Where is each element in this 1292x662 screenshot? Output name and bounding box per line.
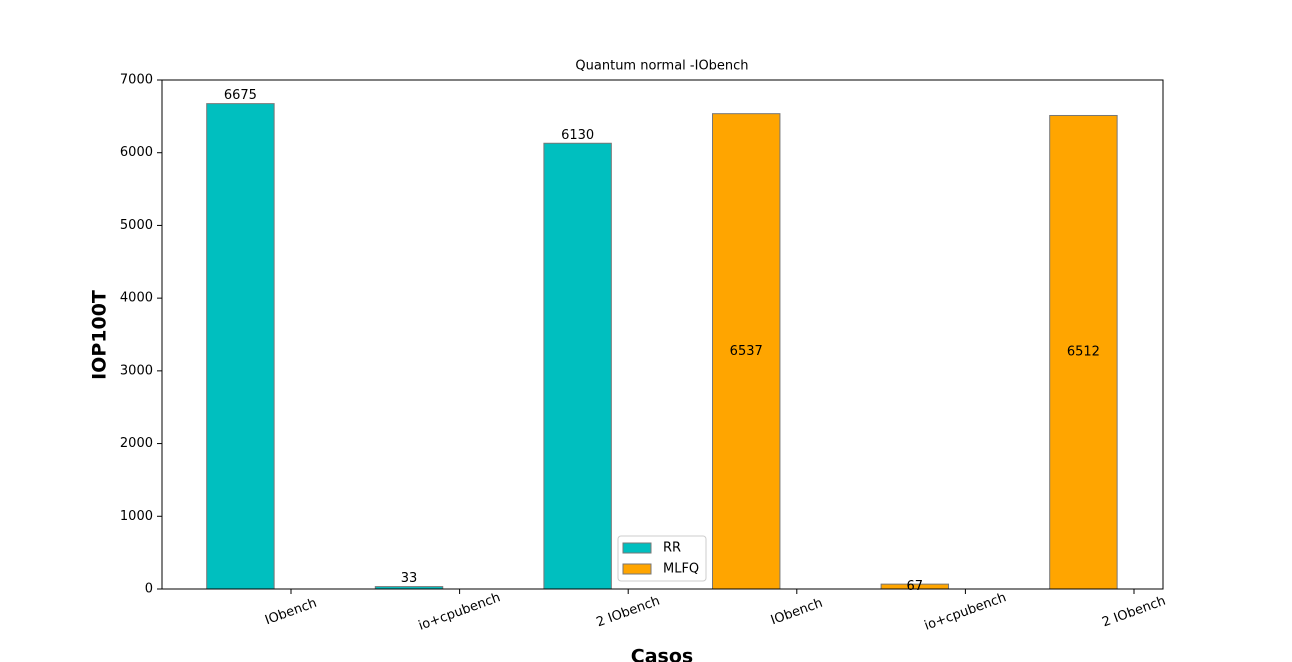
data-label: 33 (401, 571, 418, 586)
y-tick-label: 7000 (120, 73, 153, 88)
chart-title: Quantum normal -IObench (575, 59, 748, 74)
data-label: 6537 (730, 344, 763, 359)
y-tick-label: 3000 (120, 363, 153, 378)
y-tick-label: 6000 (120, 145, 153, 160)
data-label: 6130 (561, 128, 594, 143)
data-label: 6512 (1067, 345, 1100, 360)
legend-swatch (622, 542, 652, 554)
y-tick-label: 4000 (120, 291, 153, 306)
legend-label: MLFQ (663, 562, 699, 577)
x-tick-label: io+cpubench (922, 590, 1008, 634)
legend-swatch (622, 563, 652, 575)
data-label: 6675 (224, 88, 257, 103)
bar (543, 142, 612, 590)
x-tick-label: io+cpubench (417, 590, 503, 634)
x-axis-label: Casos (631, 646, 693, 662)
y-tick-label: 2000 (120, 436, 153, 451)
x-tick-label: 2 IObench (1100, 594, 1167, 631)
legend-label: RR (663, 541, 681, 556)
x-tick-label: IObench (769, 596, 825, 629)
data-label: 67 (907, 579, 924, 594)
y-axis-label: IOP100T (89, 290, 111, 380)
y-tick-label: 5000 (120, 218, 153, 233)
bar (712, 113, 781, 590)
x-tick-label: IObench (263, 596, 319, 629)
bar (1049, 114, 1118, 590)
x-tick-label: 2 IObench (594, 594, 661, 631)
bar (206, 103, 275, 590)
y-tick-label: 0 (145, 582, 153, 597)
y-tick-label: 1000 (120, 509, 153, 524)
plot-frame (161, 79, 1164, 590)
